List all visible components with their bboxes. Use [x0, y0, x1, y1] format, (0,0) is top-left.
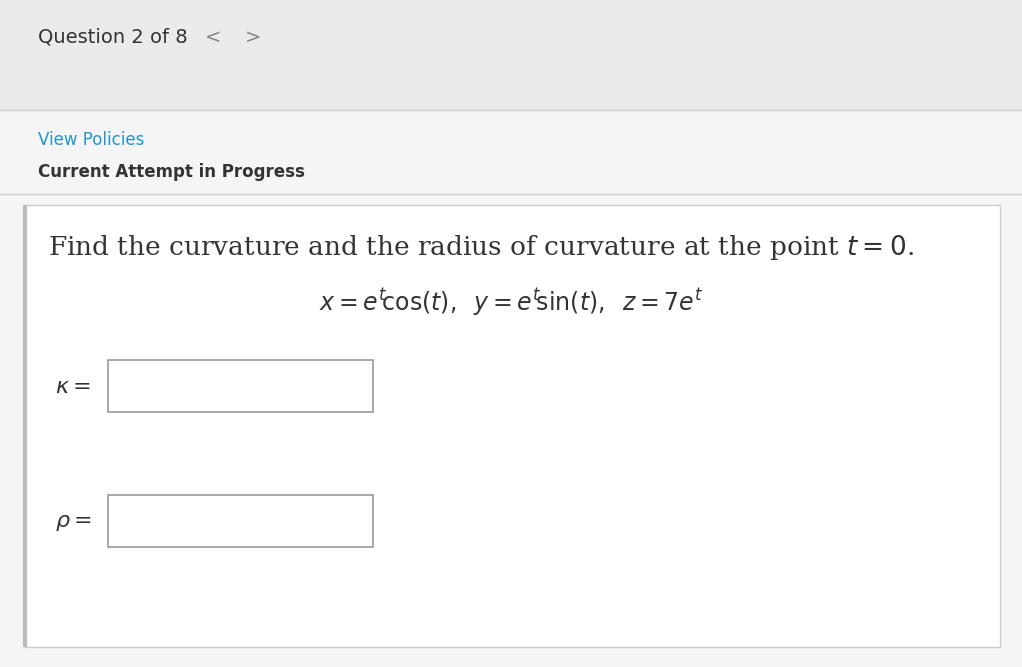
FancyBboxPatch shape [108, 495, 373, 547]
Text: $\rho =$: $\rho =$ [55, 511, 92, 533]
Text: View Policies: View Policies [38, 131, 144, 149]
FancyBboxPatch shape [108, 360, 373, 412]
Text: <: < [205, 27, 222, 47]
Text: Find the curvature and the radius of curvature at the point $t = 0$.: Find the curvature and the radius of cur… [48, 233, 914, 261]
Polygon shape [0, 0, 1022, 110]
Text: $x = e^t\!\cos(t),\;\; y = e^t\!\sin(t),\;\; z = 7e^t$: $x = e^t\!\cos(t),\;\; y = e^t\!\sin(t),… [319, 286, 703, 317]
Text: $\kappa =$: $\kappa =$ [55, 376, 91, 398]
Text: Current Attempt in Progress: Current Attempt in Progress [38, 163, 305, 181]
Text: Question 2 of 8: Question 2 of 8 [38, 27, 188, 47]
Text: >: > [245, 27, 262, 47]
FancyBboxPatch shape [25, 205, 1000, 647]
